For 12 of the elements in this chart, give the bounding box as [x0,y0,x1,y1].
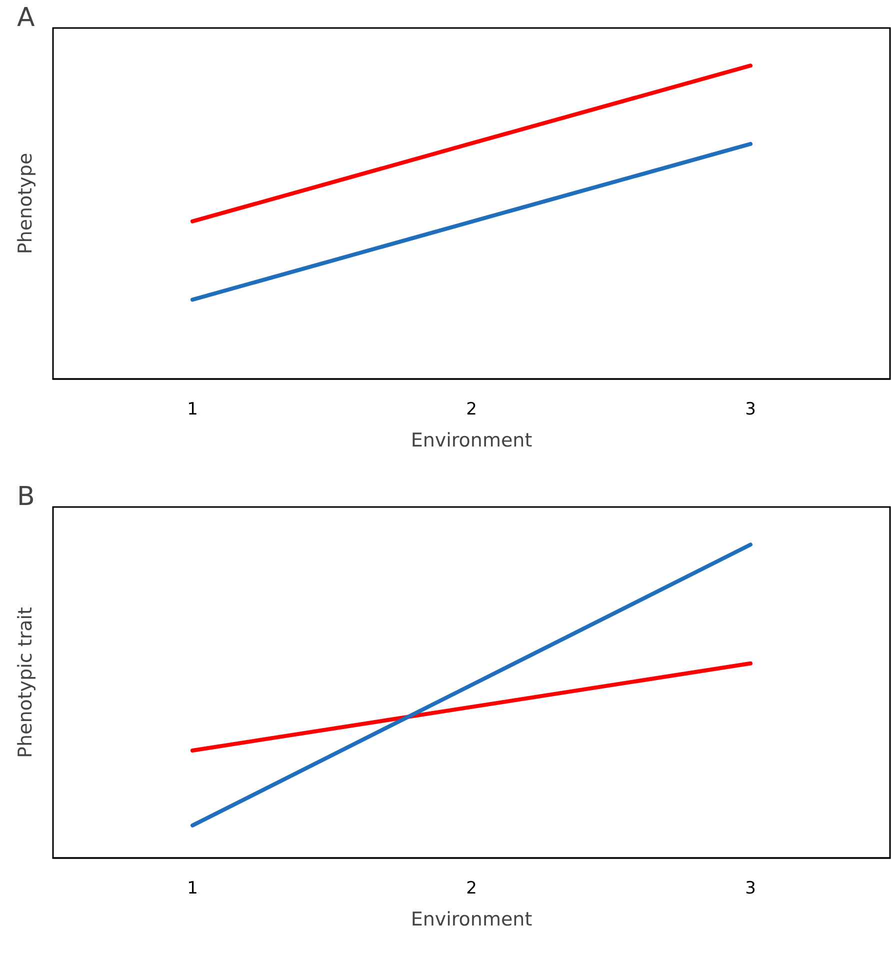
x-tick-label: 2 [466,878,477,898]
x-tick-label: 1 [187,878,198,898]
chart-title: B [17,482,35,512]
x-tick-label: 1 [187,400,198,420]
x-axis-title: Environment [410,430,532,452]
x-tick-label: 3 [745,400,756,420]
chart-title: A [17,3,35,33]
x-tick-label: 3 [745,878,756,898]
x-axis-title: Environment [410,908,532,930]
y-axis-title: Phenotypic trait [14,606,36,758]
x-tick-label: 2 [466,400,477,420]
y-axis-title: Phenotype [14,152,36,254]
